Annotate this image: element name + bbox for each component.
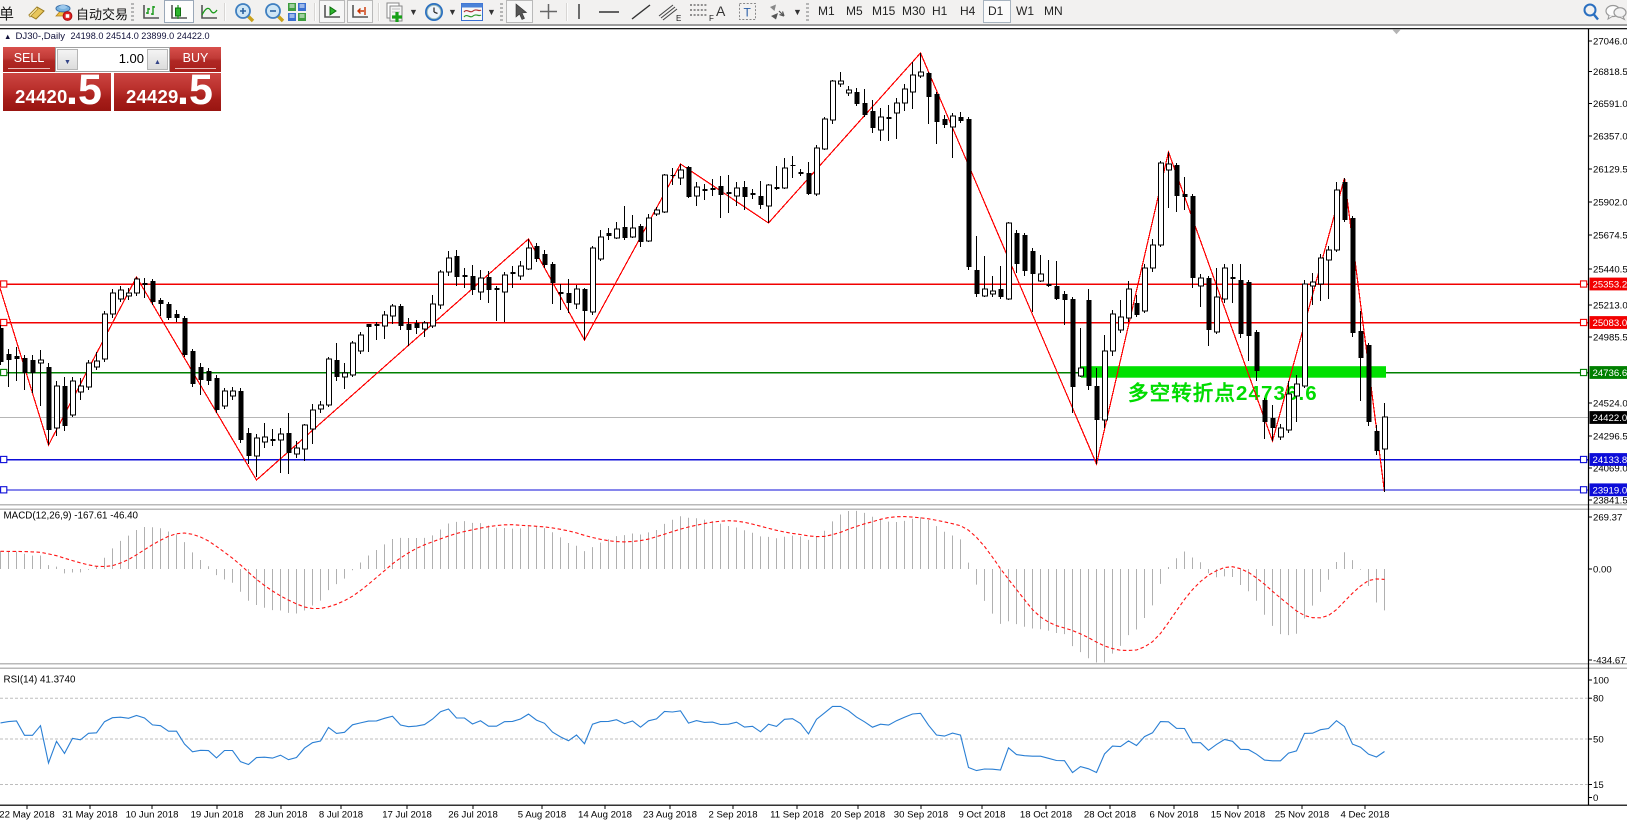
svg-text:14 Aug 2018: 14 Aug 2018 [578, 810, 632, 821]
svg-text:10 Jun 2018: 10 Jun 2018 [126, 810, 179, 821]
svg-text:24524.0: 24524.0 [1593, 399, 1627, 410]
svg-text:5 Aug 2018: 5 Aug 2018 [518, 810, 567, 821]
svg-text:8 Jul 2018: 8 Jul 2018 [319, 810, 363, 821]
svg-text:26129.5: 26129.5 [1593, 165, 1627, 176]
svg-text:25440.5: 25440.5 [1593, 265, 1627, 276]
svg-text:24985.5: 24985.5 [1593, 333, 1627, 344]
svg-text:80: 80 [1593, 694, 1604, 705]
svg-text:26357.0: 26357.0 [1593, 132, 1627, 143]
svg-text:24422.0: 24422.0 [1593, 413, 1627, 424]
svg-text:50: 50 [1593, 735, 1604, 746]
svg-text:24296.5: 24296.5 [1593, 432, 1627, 443]
svg-text:24736.6: 24736.6 [1593, 368, 1627, 379]
svg-text:30 Sep 2018: 30 Sep 2018 [894, 810, 948, 821]
svg-text:100: 100 [1593, 676, 1609, 687]
svg-text:15: 15 [1593, 780, 1604, 791]
svg-text:9 Oct 2018: 9 Oct 2018 [959, 810, 1006, 821]
svg-text:MACD(12,26,9) -167.61 -46.40: MACD(12,26,9) -167.61 -46.40 [4, 511, 139, 522]
svg-text:24069.0: 24069.0 [1593, 464, 1627, 475]
svg-text:E: E [676, 14, 681, 22]
svg-text:2 Sep 2018: 2 Sep 2018 [708, 810, 757, 821]
svg-text:11 Sep 2018: 11 Sep 2018 [770, 810, 824, 821]
svg-text:23 Aug 2018: 23 Aug 2018 [643, 810, 697, 821]
svg-text:26 Jul 2018: 26 Jul 2018 [448, 810, 498, 821]
svg-text:25902.0: 25902.0 [1593, 198, 1627, 209]
svg-text:19 Jun 2018: 19 Jun 2018 [191, 810, 244, 821]
svg-text:0: 0 [1593, 793, 1598, 804]
svg-text:25674.5: 25674.5 [1593, 231, 1627, 242]
svg-text:26818.5: 26818.5 [1593, 67, 1627, 78]
svg-text:25213.0: 25213.0 [1593, 301, 1627, 312]
svg-text:28 Oct 2018: 28 Oct 2018 [1084, 810, 1136, 821]
svg-text:RSI(14) 41.3740: RSI(14) 41.3740 [4, 675, 76, 686]
svg-text:6 Nov 2018: 6 Nov 2018 [1149, 810, 1198, 821]
svg-text:27046.0: 27046.0 [1593, 37, 1627, 48]
svg-text:25 Nov 2018: 25 Nov 2018 [1275, 810, 1329, 821]
svg-text:31 May 2018: 31 May 2018 [62, 810, 117, 821]
svg-text:25083.0: 25083.0 [1593, 318, 1627, 329]
svg-text:F: F [709, 14, 714, 22]
svg-text:269.37: 269.37 [1593, 513, 1622, 524]
svg-text:-434.67: -434.67 [1593, 656, 1626, 667]
svg-text:23841.5: 23841.5 [1593, 496, 1627, 507]
svg-text:17 Jul 2018: 17 Jul 2018 [382, 810, 432, 821]
svg-text:18 Oct 2018: 18 Oct 2018 [1020, 810, 1072, 821]
svg-text:22 May 2018: 22 May 2018 [0, 810, 55, 821]
svg-text:20 Sep 2018: 20 Sep 2018 [831, 810, 885, 821]
svg-text:0.00: 0.00 [1593, 565, 1612, 576]
svg-text:26591.0: 26591.0 [1593, 99, 1627, 110]
svg-text:T: T [744, 6, 752, 20]
svg-text:25353.2: 25353.2 [1593, 280, 1627, 291]
svg-text:23919.0: 23919.0 [1593, 486, 1627, 497]
svg-text:4 Dec 2018: 4 Dec 2018 [1340, 810, 1389, 821]
svg-text:15 Nov 2018: 15 Nov 2018 [1211, 810, 1265, 821]
svg-text:24133.8: 24133.8 [1593, 455, 1627, 466]
svg-text:28 Jun 2018: 28 Jun 2018 [255, 810, 308, 821]
